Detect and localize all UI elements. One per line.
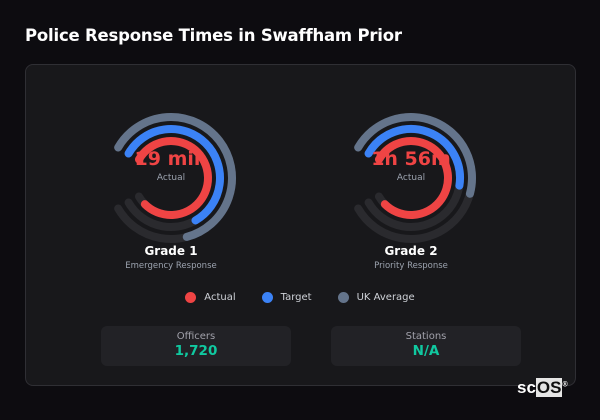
- gauge-2-uk_average-arc: [354, 113, 476, 198]
- gauge-1-target-arc: [124, 125, 224, 225]
- legend-dot-uk-average-icon: [337, 292, 349, 303]
- stat-value: 1,720: [174, 343, 218, 359]
- gauge-grade1-center: 19 min Actual: [101, 148, 241, 183]
- gauge-2-actual-arc: [374, 137, 452, 219]
- gauge-2-target-arc: [364, 125, 464, 190]
- legend-label: Target: [280, 292, 312, 303]
- gauge-grade2-subtitle: Priority Response: [374, 261, 448, 271]
- stat-stations: Stations N/A: [331, 326, 521, 366]
- gauge-grade2-caption: Grade 2 Priority Response: [311, 244, 511, 271]
- gauge-grade2-name: Grade 2: [384, 244, 438, 258]
- gauge-grade1-value: 19 min: [134, 148, 208, 170]
- legend-dot-actual-icon: [185, 292, 197, 303]
- stat-value: N/A: [412, 343, 440, 359]
- legend-label: UK Average: [356, 292, 415, 303]
- legend-label: Actual: [204, 292, 236, 303]
- legend-item-actual: Actual: [185, 292, 236, 303]
- gauge-grade1-caption: Grade 1 Emergency Response: [71, 244, 271, 271]
- legend-item-target: Target: [261, 292, 312, 303]
- gauge-1-actual-arc: [134, 137, 212, 219]
- gauge-grade1-name: Grade 1: [144, 244, 198, 258]
- gauge-1-uk_average-arc: [114, 113, 236, 241]
- gauge-grade2-center: 1h 56m Actual: [341, 148, 481, 183]
- legend-item-uk-average: UK Average: [337, 292, 415, 303]
- gauge-grade2-value: 1h 56m: [371, 148, 451, 170]
- stat-officers: Officers 1,720: [101, 326, 291, 366]
- gauge-grade2-value-label: Actual: [396, 173, 426, 183]
- stat-label: Officers: [176, 331, 216, 342]
- legend: Actual Target UK Average: [0, 292, 600, 303]
- gauge-grade1-subtitle: Emergency Response: [125, 261, 217, 271]
- stat-label: Stations: [405, 331, 447, 342]
- legend-dot-target-icon: [261, 292, 273, 303]
- gauge-grade1-value-label: Actual: [156, 173, 186, 183]
- page-title: Police Response Times in Swaffham Prior: [25, 26, 402, 45]
- scos-logo: scOS®: [517, 378, 568, 397]
